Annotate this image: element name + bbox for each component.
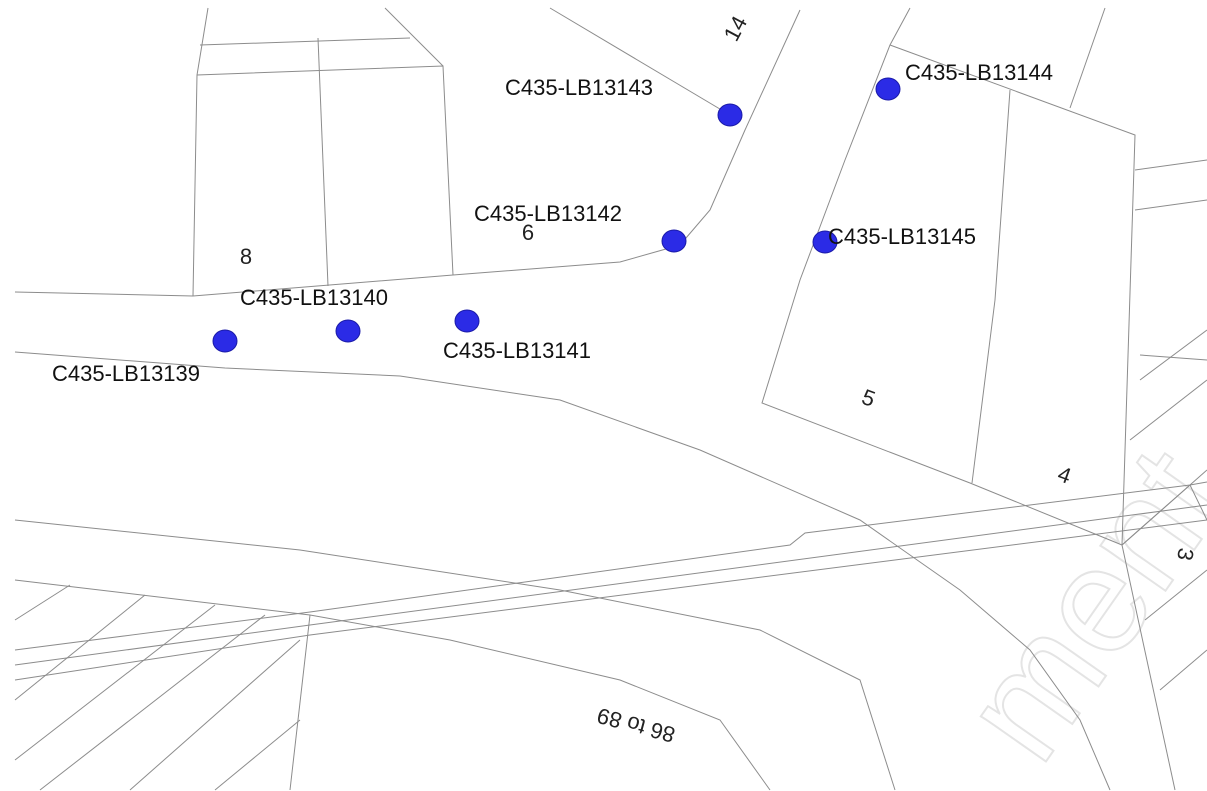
parcel-number: 4 <box>1055 461 1075 489</box>
parcel-number: 14 <box>719 12 753 45</box>
parcel-number: 6 <box>522 220 534 245</box>
point-marker <box>812 230 838 254</box>
point-label: C435-LB13144 <box>905 60 1053 85</box>
point-marker <box>875 77 901 101</box>
point-label: C435-LB13142 <box>474 201 622 226</box>
point-marker <box>212 329 238 353</box>
street-range: 86 to 89 <box>594 703 677 748</box>
point-label: C435-LB13140 <box>240 285 388 310</box>
parcel-number: 3 <box>1172 546 1199 562</box>
point-marker <box>717 103 743 127</box>
point-label: C435-LB13139 <box>52 361 200 386</box>
point-label: C435-LB13145 <box>828 224 976 249</box>
map-lines: ment <box>14 7 1207 791</box>
parcel-number: 8 <box>240 244 252 269</box>
parcel-number: 5 <box>859 384 879 412</box>
point-marker <box>335 319 361 343</box>
point-label: C435-LB13141 <box>443 338 591 363</box>
point-marker <box>454 309 480 333</box>
point-marker <box>661 229 687 253</box>
point-label: C435-LB13143 <box>505 75 653 100</box>
